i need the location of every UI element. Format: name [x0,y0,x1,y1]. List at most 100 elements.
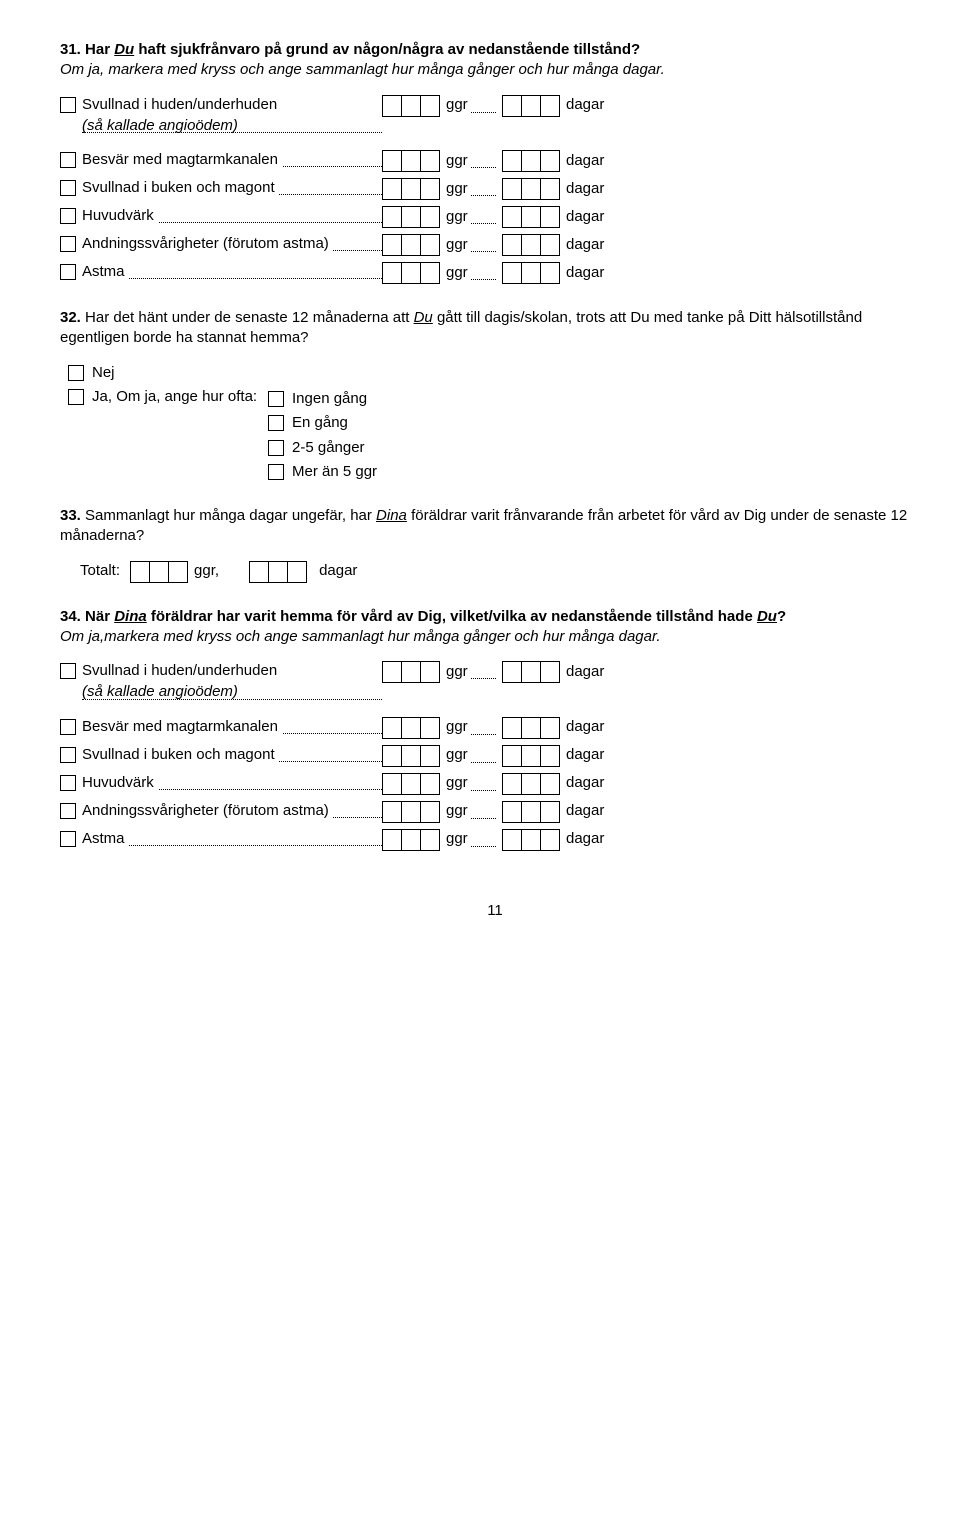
checkbox-icon[interactable] [60,180,76,196]
ggr-unit: ggr [446,829,496,849]
checkbox-icon[interactable] [60,775,76,791]
dagar-input[interactable] [502,829,560,851]
ggr-unit: ggr [446,235,496,255]
q32-options: Nej Ja, Om ja, ange hur ofta: Ingen gång… [68,363,930,483]
dagar-input[interactable] [502,773,560,795]
ggr-input[interactable] [382,773,440,795]
dagar-input[interactable] [502,717,560,739]
q32-freq-label: En gång [292,413,348,433]
q33-ggr-unit: ggr, [194,561,219,581]
dagar-input[interactable] [502,95,560,117]
ggr-input[interactable] [382,745,440,767]
q32-freq-label: 2-5 gånger [292,438,365,458]
dagar-input[interactable] [502,150,560,172]
ggr-input[interactable] [382,829,440,851]
q32-nej-label: Nej [92,363,115,383]
dagar-unit: dagar [566,235,626,255]
q32-freq-label: Mer än 5 ggr [292,462,377,482]
condition-label: Besvär med magtarmkanalen [82,717,382,737]
ggr-unit: ggr [446,662,496,682]
checkbox-icon[interactable] [60,236,76,252]
checkbox-icon[interactable] [60,719,76,735]
ggr-unit: ggr [446,263,496,283]
checkbox-icon[interactable] [68,389,84,405]
q33-input-row: Totalt: ggr, dagar [80,561,930,583]
question-33: 33. Sammanlagt hur många dagar ungefär, … [60,506,930,583]
ggr-unit: ggr [446,207,496,227]
condition-label: Besvär med magtarmkanalen [82,150,382,170]
condition-inputs: ggrdagar [382,773,626,795]
ggr-input[interactable] [382,206,440,228]
q33-ggr-input[interactable] [130,561,188,583]
checkbox-icon[interactable] [60,663,76,679]
dagar-unit: dagar [566,829,626,849]
q32-freq-option[interactable]: Ingen gång [268,389,930,409]
dagar-unit: dagar [566,151,626,171]
q32-freq-option[interactable]: En gång [268,413,930,433]
checkbox-icon[interactable] [60,831,76,847]
ggr-unit: ggr [446,95,496,115]
q31-subtitle: Om ja, markera med kryss och ange samman… [60,61,665,78]
dagar-input[interactable] [502,661,560,683]
checkbox-icon[interactable] [60,97,76,113]
q32-opt-nej[interactable]: Nej [68,363,930,383]
checkbox-icon[interactable] [60,152,76,168]
q33-dagar-input[interactable] [249,561,307,583]
checkbox-icon[interactable] [68,365,84,381]
ggr-input[interactable] [382,661,440,683]
condition-label: Astma [82,262,382,282]
q33-dagar-unit: dagar [319,561,357,581]
condition-label: Huvudvärk [82,206,382,226]
condition-label: Andningssvårigheter (förutom astma) [82,801,382,821]
checkbox-icon[interactable] [60,747,76,763]
dagar-input[interactable] [502,801,560,823]
q32-freq-option[interactable]: Mer än 5 ggr [268,462,930,482]
checkbox-icon[interactable] [60,803,76,819]
ggr-unit: ggr [446,179,496,199]
q34-conditions: Svullnad i huden/underhuden(så kallade a… [60,661,930,851]
dagar-input[interactable] [502,262,560,284]
condition-inputs: ggr dagar [382,829,626,851]
ggr-input[interactable] [382,150,440,172]
dagar-unit: dagar [566,95,626,115]
condition-row: Huvudvärkggrdagar [60,206,930,228]
checkbox-icon[interactable] [60,264,76,280]
q33-text: 33. Sammanlagt hur många dagar ungefär, … [60,506,930,547]
ggr-unit: ggr [446,745,496,765]
q34-text: 34. När Dina föräldrar har varit hemma f… [60,607,930,648]
page-number: 11 [60,901,930,921]
ggr-input[interactable] [382,801,440,823]
condition-label: Andningssvårigheter (förutom astma) [82,234,382,254]
dagar-input[interactable] [502,178,560,200]
checkbox-icon[interactable] [268,464,284,480]
q34-subtitle: Om ja,markera med kryss och ange sammanl… [60,628,661,645]
condition-label: Svullnad i huden/underhuden(så kallade a… [82,661,382,703]
q32-frequency-options: Ingen gång En gång 2-5 gånger Mer än 5 ggr [268,389,930,482]
ggr-input[interactable] [382,234,440,256]
condition-row: Astmaggrdagar [60,262,930,284]
q32-freq-option[interactable]: 2-5 gånger [268,438,930,458]
dagar-input[interactable] [502,206,560,228]
ggr-input[interactable] [382,717,440,739]
ggr-input[interactable] [382,178,440,200]
dagar-input[interactable] [502,745,560,767]
dagar-unit: dagar [566,179,626,199]
ggr-input[interactable] [382,95,440,117]
checkbox-icon[interactable] [268,415,284,431]
condition-inputs: ggrdagar [382,206,626,228]
question-32: 32. Har det hänt under de senaste 12 mån… [60,308,930,482]
condition-label: Huvudvärk [82,773,382,793]
condition-inputs: ggr dagar [382,234,626,256]
condition-row: Astmaggrdagar [60,829,930,851]
condition-inputs: ggr dagar [382,95,626,117]
condition-inputs: ggrdagar [382,745,626,767]
checkbox-icon[interactable] [268,440,284,456]
condition-label: Svullnad i huden/underhuden(så kallade a… [82,95,382,137]
dagar-input[interactable] [502,234,560,256]
condition-row: Svullnad i buken och magontggrdagar [60,745,930,767]
ggr-input[interactable] [382,262,440,284]
q32-ja-label: Ja, Om ja, ange hur ofta: [92,387,257,407]
checkbox-icon[interactable] [268,391,284,407]
checkbox-icon[interactable] [60,208,76,224]
question-34: 34. När Dina föräldrar har varit hemma f… [60,607,930,851]
